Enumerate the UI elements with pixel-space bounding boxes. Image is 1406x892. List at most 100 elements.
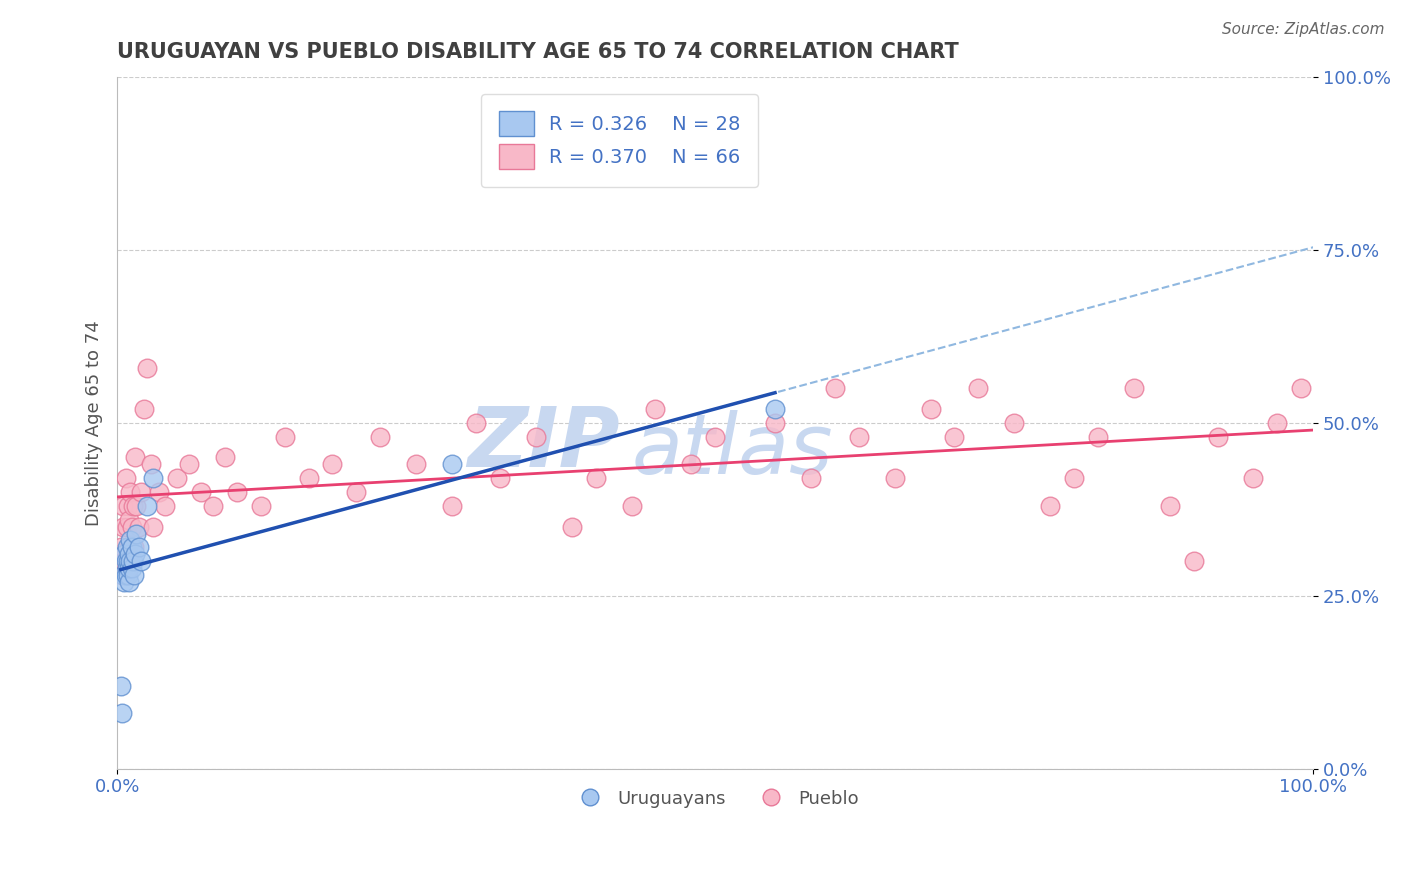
Point bbox=[142, 471, 165, 485]
Point bbox=[121, 554, 143, 568]
Point bbox=[644, 402, 666, 417]
Point bbox=[112, 519, 135, 533]
Point bbox=[920, 402, 942, 417]
Point bbox=[139, 458, 162, 472]
Point bbox=[148, 485, 170, 500]
Point bbox=[118, 561, 141, 575]
Point bbox=[190, 485, 212, 500]
Point bbox=[120, 554, 142, 568]
Y-axis label: Disability Age 65 to 74: Disability Age 65 to 74 bbox=[86, 320, 103, 525]
Point bbox=[118, 574, 141, 589]
Point bbox=[370, 430, 392, 444]
Text: atlas: atlas bbox=[631, 410, 834, 491]
Point bbox=[125, 526, 148, 541]
Point bbox=[524, 430, 547, 444]
Point bbox=[1182, 554, 1205, 568]
Point bbox=[121, 561, 143, 575]
Text: ZIP: ZIP bbox=[467, 403, 620, 484]
Point bbox=[117, 554, 139, 568]
Point bbox=[214, 450, 236, 465]
Point bbox=[121, 519, 143, 533]
Point bbox=[114, 554, 136, 568]
Point bbox=[153, 499, 176, 513]
Point bbox=[1063, 471, 1085, 485]
Point bbox=[124, 450, 146, 465]
Point bbox=[943, 430, 966, 444]
Point bbox=[115, 541, 138, 555]
Point bbox=[114, 568, 136, 582]
Point bbox=[112, 574, 135, 589]
Point bbox=[1002, 416, 1025, 430]
Point bbox=[110, 541, 132, 555]
Point bbox=[681, 458, 703, 472]
Point bbox=[441, 458, 464, 472]
Point bbox=[112, 499, 135, 513]
Point bbox=[166, 471, 188, 485]
Point bbox=[297, 471, 319, 485]
Point bbox=[800, 471, 823, 485]
Point bbox=[465, 416, 488, 430]
Point bbox=[112, 568, 135, 582]
Point bbox=[117, 568, 139, 582]
Point bbox=[883, 471, 905, 485]
Point bbox=[1087, 430, 1109, 444]
Point bbox=[1122, 381, 1144, 395]
Text: Source: ZipAtlas.com: Source: ZipAtlas.com bbox=[1222, 22, 1385, 37]
Point bbox=[225, 485, 247, 500]
Point bbox=[125, 499, 148, 513]
Point bbox=[129, 554, 152, 568]
Point bbox=[142, 519, 165, 533]
Point bbox=[1039, 499, 1062, 513]
Point bbox=[120, 533, 142, 548]
Point bbox=[321, 458, 343, 472]
Text: URUGUAYAN VS PUEBLO DISABILITY AGE 65 TO 74 CORRELATION CHART: URUGUAYAN VS PUEBLO DISABILITY AGE 65 TO… bbox=[117, 42, 959, 62]
Point bbox=[763, 416, 786, 430]
Point bbox=[824, 381, 846, 395]
Point bbox=[136, 499, 159, 513]
Legend: Uruguayans, Pueblo: Uruguayans, Pueblo bbox=[565, 782, 866, 815]
Point bbox=[117, 499, 139, 513]
Point bbox=[112, 554, 135, 568]
Point bbox=[129, 485, 152, 500]
Point bbox=[120, 485, 142, 500]
Point bbox=[489, 471, 512, 485]
Point bbox=[111, 706, 134, 721]
Point bbox=[118, 541, 141, 555]
Point bbox=[124, 547, 146, 561]
Point bbox=[1267, 416, 1289, 430]
Point bbox=[704, 430, 727, 444]
Point bbox=[121, 541, 143, 555]
Point bbox=[114, 471, 136, 485]
Point bbox=[441, 499, 464, 513]
Point bbox=[132, 402, 155, 417]
Point bbox=[620, 499, 643, 513]
Point bbox=[115, 561, 138, 575]
Point bbox=[1243, 471, 1265, 485]
Point bbox=[561, 519, 583, 533]
Point bbox=[1206, 430, 1229, 444]
Point bbox=[967, 381, 990, 395]
Point bbox=[122, 541, 145, 555]
Point bbox=[1159, 499, 1181, 513]
Point bbox=[405, 458, 427, 472]
Point bbox=[344, 485, 367, 500]
Point bbox=[177, 458, 200, 472]
Point bbox=[763, 402, 786, 417]
Point bbox=[110, 679, 132, 693]
Point bbox=[273, 430, 295, 444]
Point bbox=[585, 471, 607, 485]
Point bbox=[136, 360, 159, 375]
Point bbox=[111, 568, 134, 582]
Point bbox=[1291, 381, 1313, 395]
Point bbox=[128, 519, 150, 533]
Point bbox=[112, 547, 135, 561]
Point bbox=[848, 430, 870, 444]
Point bbox=[249, 499, 271, 513]
Point bbox=[121, 499, 143, 513]
Point bbox=[122, 568, 145, 582]
Point bbox=[201, 499, 224, 513]
Point bbox=[128, 541, 150, 555]
Point bbox=[115, 519, 138, 533]
Point bbox=[118, 547, 141, 561]
Point bbox=[118, 513, 141, 527]
